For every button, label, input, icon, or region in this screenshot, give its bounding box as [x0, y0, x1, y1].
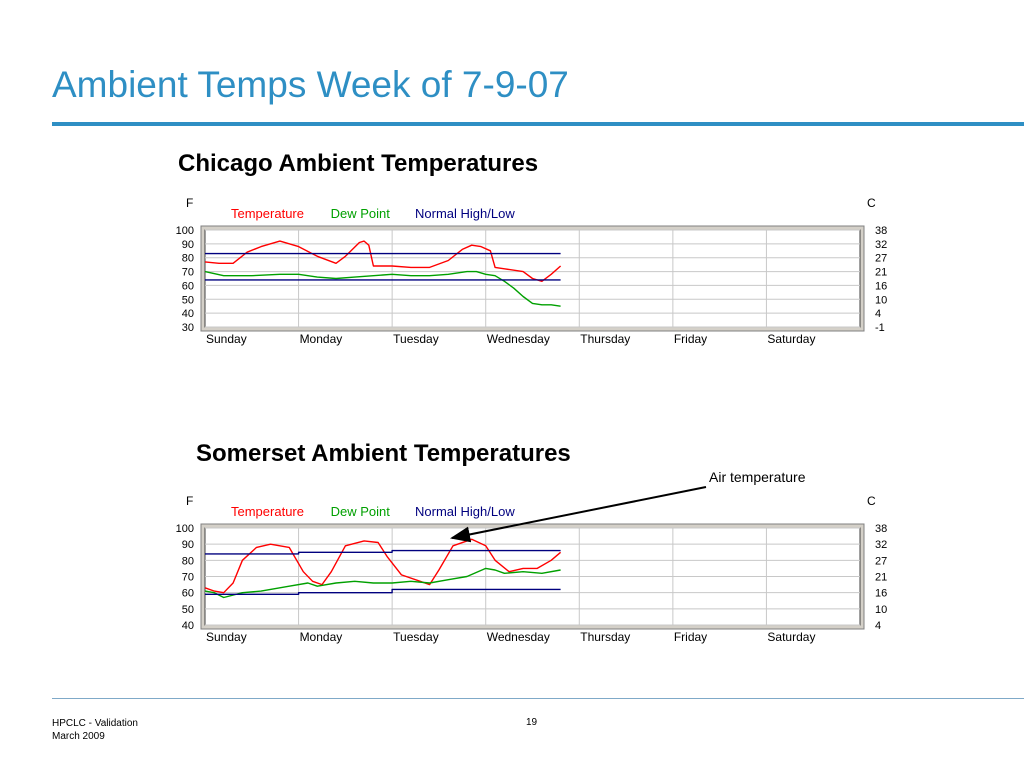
x-tick-label: Tuesday — [393, 332, 439, 346]
y-tick-label-f: 70 — [182, 572, 194, 584]
series-line-dew-point — [204, 567, 561, 599]
y-tick-label-f: 80 — [182, 253, 194, 265]
y-tick-label-f: 100 — [176, 523, 194, 535]
x-tick-label: Wednesday — [487, 332, 550, 346]
y-tick-label-f: 60 — [182, 588, 194, 600]
x-tick-label: Sunday — [206, 332, 247, 346]
chicago-chart-title: Chicago Ambient Temperatures — [178, 150, 539, 177]
somerset-temperature-chart: F C 100 38 90 32 80 27 70 21 60 16 50 10 40 4 Sunday Mond… — [176, 494, 888, 644]
somerset-chart-title: Somerset Ambient Temperatures — [196, 440, 571, 467]
left-axis-unit-label: F — [186, 196, 193, 210]
y-tick-label-f: 70 — [182, 267, 194, 279]
title-divider — [52, 122, 1024, 126]
x-tick-label: Friday — [674, 332, 707, 346]
y-tick-label-c: 38 — [875, 523, 887, 535]
y-tick-label-f: 50 — [182, 604, 194, 616]
series-line-normal-low — [205, 588, 561, 596]
x-tick-label: Thursday — [580, 332, 630, 346]
legend-entry: Normal High/Low — [415, 504, 515, 519]
y-tick-label-c: 27 — [875, 555, 887, 567]
x-tick-label: Wednesday — [487, 630, 550, 644]
legend-entry: Dew Point — [331, 504, 391, 519]
x-tick-label: Friday — [674, 630, 707, 644]
left-axis-unit-label: F — [186, 494, 193, 508]
y-tick-label-c: 21 — [875, 267, 887, 279]
y-tick-label-c: 16 — [875, 588, 887, 600]
y-tick-label-c: 4 — [875, 308, 881, 320]
y-tick-label-f: 30 — [182, 322, 194, 334]
y-tick-label-f: 40 — [182, 308, 194, 320]
slide-title: Ambient Temps Week of 7-9-07 — [52, 64, 569, 105]
y-tick-label-f: 50 — [182, 294, 194, 306]
x-tick-label: Monday — [300, 630, 343, 644]
y-tick-label-f: 60 — [182, 280, 194, 292]
y-tick-label-c: 32 — [875, 539, 887, 551]
y-tick-label-f: 90 — [182, 539, 194, 551]
right-axis-unit-label: C — [867, 494, 876, 508]
air-temperature-annotation: Air temperature — [709, 469, 806, 485]
footer-divider — [52, 698, 1024, 699]
y-tick-label-c: -1 — [875, 322, 885, 334]
y-tick-label-c: 10 — [875, 294, 887, 306]
y-tick-label-c: 32 — [875, 239, 887, 251]
series-line-normal-high-low — [205, 549, 561, 555]
right-axis-unit-label: C — [867, 196, 876, 210]
x-tick-label: Saturday — [767, 630, 815, 644]
y-tick-label-f: 40 — [182, 620, 194, 632]
series-line-dew-point — [204, 270, 561, 307]
series-line-temperature — [204, 538, 562, 594]
x-tick-label: Tuesday — [393, 630, 439, 644]
legend-entry: Normal High/Low — [415, 206, 515, 221]
y-tick-label-f: 80 — [182, 555, 194, 567]
x-tick-label: Saturday — [767, 332, 815, 346]
footer-text: HPCLC - Validation March 2009 — [52, 717, 138, 743]
x-tick-label: Monday — [300, 332, 343, 346]
chicago-temperature-chart: F C 100 38 90 32 80 27 70 21 60 16 50 10 40 4 30 -1 Sunday… — [176, 196, 888, 346]
x-tick-label: Sunday — [206, 630, 247, 644]
y-tick-label-c: 4 — [875, 620, 881, 632]
legend-entry: Dew Point — [331, 206, 391, 221]
page-number: 19 — [526, 717, 538, 728]
y-tick-label-c: 27 — [875, 253, 887, 265]
series-line-temperature — [204, 240, 562, 283]
legend-entry: Temperature — [231, 504, 304, 519]
legend-entry: Temperature — [231, 206, 304, 221]
y-tick-label-c: 21 — [875, 572, 887, 584]
y-tick-label-c: 16 — [875, 280, 887, 292]
y-tick-label-c: 10 — [875, 604, 887, 616]
footer-line-2: March 2009 — [52, 731, 105, 742]
y-tick-label-f: 90 — [182, 239, 194, 251]
y-tick-label-f: 100 — [176, 225, 194, 237]
x-tick-label: Thursday — [580, 630, 630, 644]
y-tick-label-c: 38 — [875, 225, 887, 237]
footer-line-1: HPCLC - Validation — [52, 718, 138, 729]
